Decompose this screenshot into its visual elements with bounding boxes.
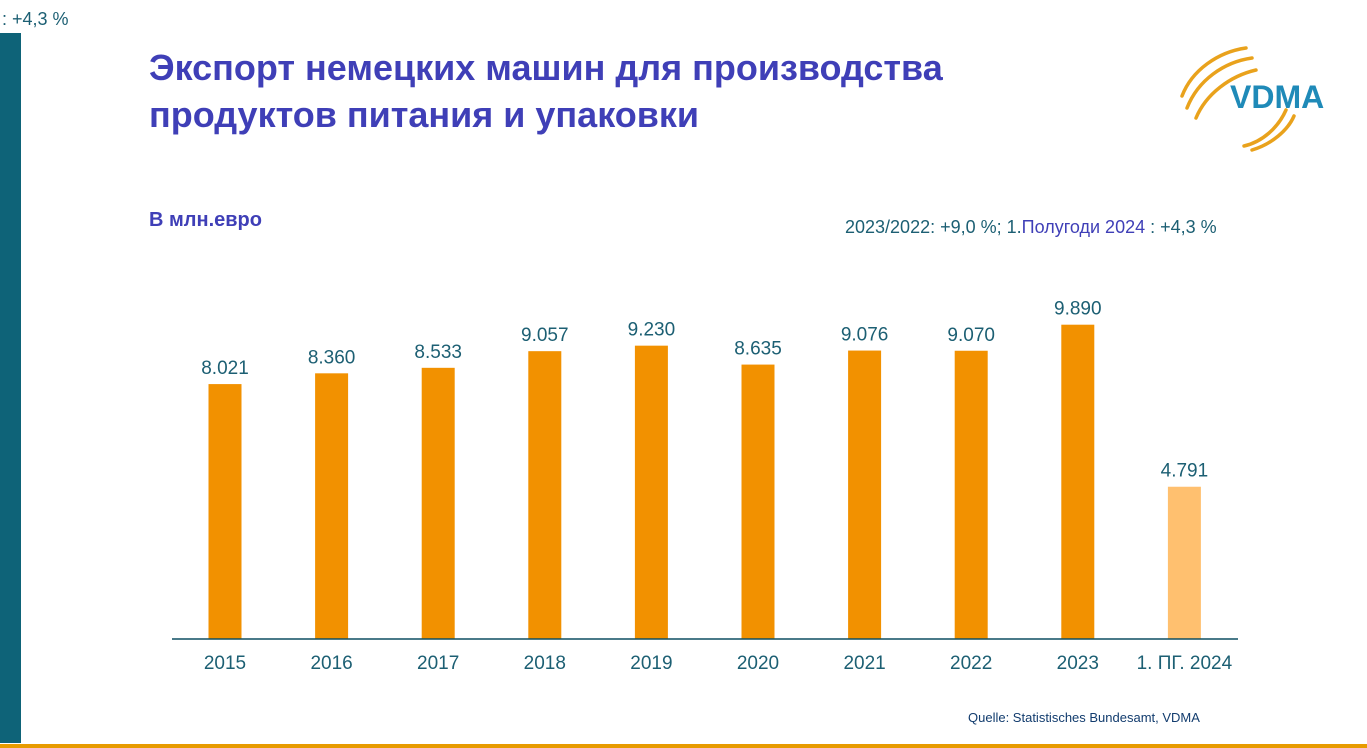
bar-6 (848, 350, 882, 639)
vdma-arcs-icon (1180, 46, 1296, 152)
bar-9 (1167, 486, 1201, 639)
category-label-8: 2023 (1057, 653, 1099, 674)
source-note: Quelle: Statistisches Bundesamt, VDMA (968, 710, 1200, 725)
bar-1 (315, 373, 349, 639)
category-label-7: 2022 (950, 653, 992, 674)
growth-note-part-2: Полугоди 2024 (1021, 217, 1146, 237)
vdma-logo-text: VDMA (1230, 79, 1324, 115)
category-label-1: 2016 (310, 653, 352, 674)
bar-8 (1061, 324, 1095, 639)
title-line-1: Экспорт немецких машин для производства (149, 47, 943, 88)
value-label-4: 9.230 (628, 320, 676, 341)
value-label-7: 9.070 (947, 325, 995, 346)
category-label-2: 2017 (417, 653, 459, 674)
side-accent-bar (0, 33, 21, 743)
value-label-8: 9.890 (1054, 299, 1102, 320)
value-label-2: 8.533 (414, 342, 462, 363)
growth-note-part-1: 2023/2022: +9,0 %; 1. (845, 217, 1022, 237)
bar-2 (421, 367, 455, 639)
vdma-logo: VDMA (1180, 46, 1324, 152)
category-label-3: 2018 (524, 653, 566, 674)
bar-3 (528, 351, 562, 639)
value-label-1: 8.360 (308, 347, 356, 368)
category-label-6: 2021 (843, 653, 885, 674)
corner-note: : +4,3 % (2, 9, 69, 29)
value-label-0: 8.021 (201, 358, 249, 379)
category-label-9: 1. ПГ. 2024 (1137, 653, 1233, 674)
page-title: Экспорт немецких машин для производства … (149, 44, 943, 138)
growth-note: 2023/2022: +9,0 %; 1.Полугоди 2024 : +4,… (845, 217, 1217, 238)
category-label-0: 2015 (204, 653, 246, 674)
value-label-9: 4.791 (1161, 461, 1209, 482)
bar-5 (741, 364, 775, 639)
bottom-rule (0, 744, 1367, 748)
value-label-5: 8.635 (734, 339, 782, 360)
unit-label: В млн.евро (149, 209, 262, 231)
value-label-3: 9.057 (521, 325, 569, 346)
bar-7 (954, 350, 988, 639)
growth-note-part-3: : +4,3 % (1145, 217, 1217, 237)
category-label-4: 2019 (630, 653, 672, 674)
title-line-2: продуктов питания и упаковки (149, 94, 700, 135)
bar-0 (208, 384, 242, 639)
bar-4 (634, 345, 668, 639)
category-label-5: 2020 (737, 653, 779, 674)
value-label-6: 9.076 (841, 325, 889, 346)
